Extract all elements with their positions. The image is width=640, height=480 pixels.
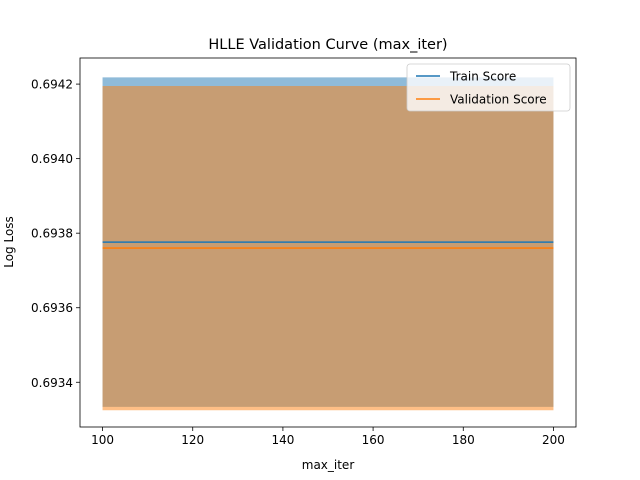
y-axis-label: Log Loss	[2, 216, 16, 268]
confidence-bands	[102, 77, 554, 411]
chart-title: HLLE Validation Curve (max_iter)	[208, 37, 447, 53]
x-tick-label: 120	[181, 433, 204, 447]
legend-label-train-score: Train Score	[449, 70, 516, 84]
x-tick-label: 100	[91, 433, 114, 447]
x-tick-label: 180	[452, 433, 475, 447]
series-lines	[102, 241, 554, 249]
y-tick-label: 0.6938	[31, 227, 73, 241]
x-axis-ticks: 100 120 140 160 180 200	[91, 427, 565, 447]
legend-box	[406, 63, 571, 112]
legend: Train Score Validation Score	[406, 63, 571, 112]
x-tick-label: 160	[362, 433, 385, 447]
y-tick-label: 0.6936	[31, 301, 73, 315]
x-tick-label: 200	[542, 433, 565, 447]
plot-frame	[79, 57, 577, 428]
x-axis-label: max_iter	[302, 458, 355, 472]
x-tick-label: 140	[271, 433, 294, 447]
y-tick-label: 0.6934	[31, 376, 73, 390]
y-tick-label: 0.6942	[31, 78, 73, 92]
legend-label-validation-score: Validation Score	[450, 93, 547, 107]
y-axis-ticks: 0.6934 0.6936 0.6938 0.6940 0.6942	[31, 78, 80, 390]
y-tick-label: 0.6940	[31, 152, 73, 166]
